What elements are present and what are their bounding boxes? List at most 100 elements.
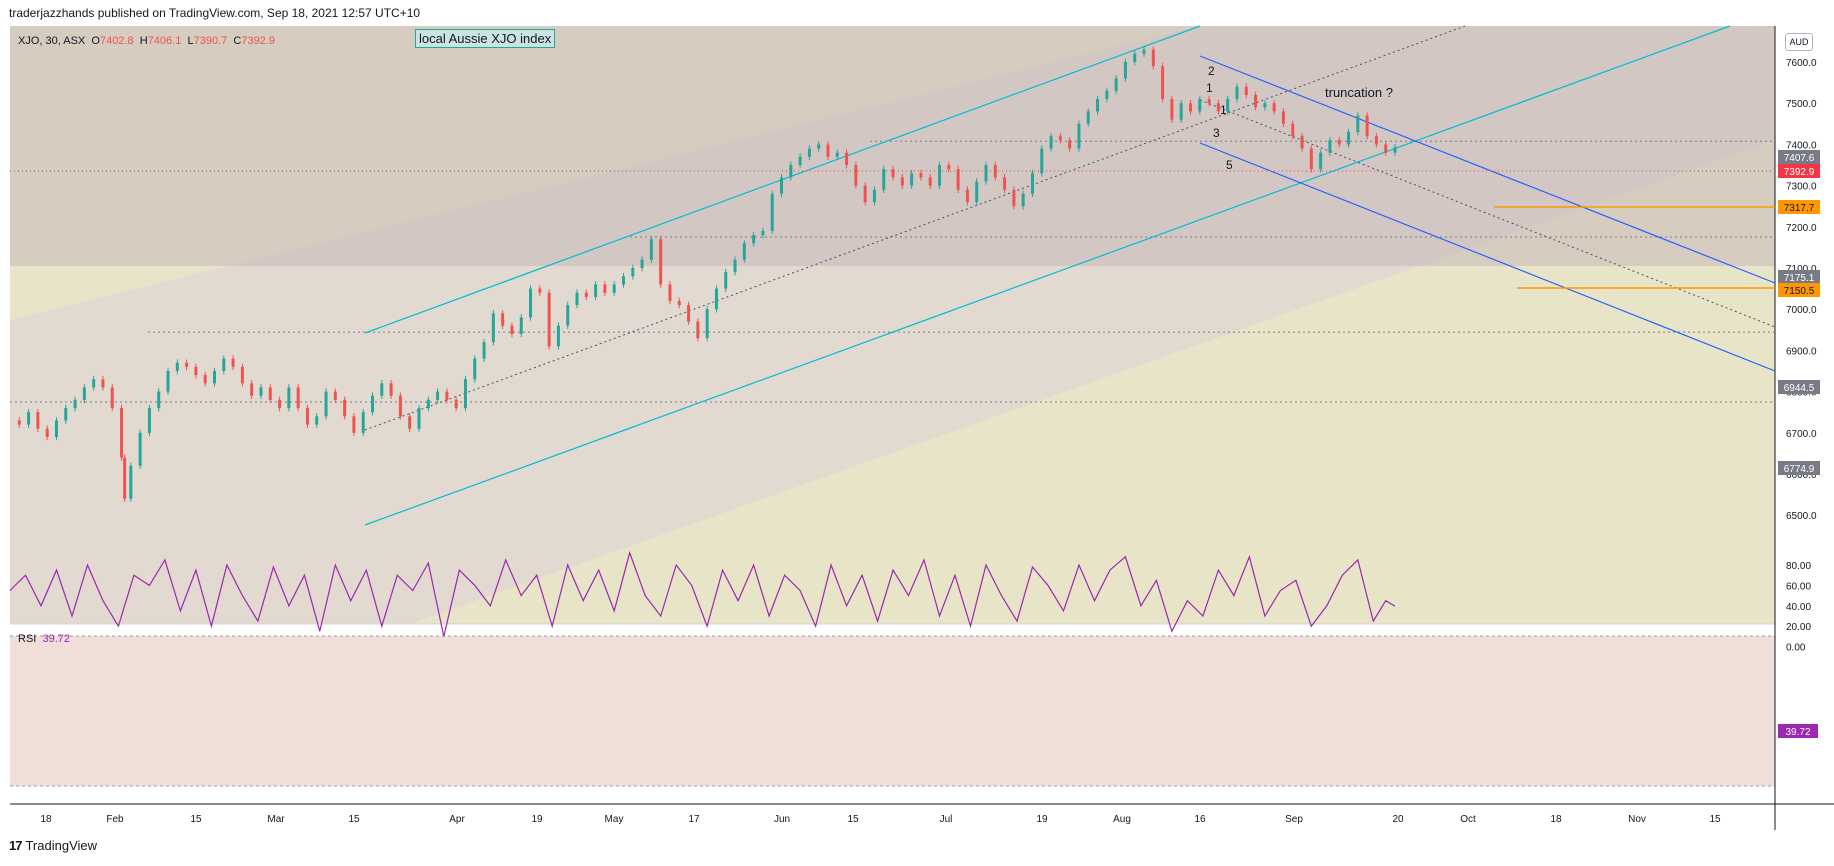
open-label: O — [91, 35, 100, 47]
candle-body — [268, 387, 272, 400]
wave-label-2: 2 — [1208, 64, 1215, 78]
candle-body — [380, 383, 384, 396]
y-tick-label: 7300.0 — [1786, 182, 1817, 193]
candle-body — [64, 408, 68, 421]
candle-body — [817, 144, 821, 149]
x-tick-label: Nov — [1628, 814, 1646, 825]
candle-body — [993, 165, 997, 178]
candle-body — [296, 387, 300, 409]
candle-body — [1105, 90, 1109, 100]
candle-body — [529, 288, 533, 318]
candle-body — [166, 371, 170, 392]
candle-body — [1309, 148, 1313, 170]
wave-label-3: 3 — [1213, 126, 1220, 140]
x-tick-label: 15 — [847, 814, 859, 825]
candle-body — [1012, 189, 1016, 207]
candle-body — [398, 395, 402, 417]
candle-body — [780, 177, 784, 194]
candle-body — [984, 165, 988, 182]
candle-body — [919, 173, 923, 178]
truncation-annotation[interactable]: truncation ? — [1325, 85, 1393, 100]
candle-body — [900, 177, 904, 186]
wave-label-5: 5 — [1226, 158, 1233, 172]
candle-body — [882, 169, 886, 190]
price-tag — [1778, 283, 1820, 297]
candle-body — [659, 239, 663, 285]
candle-body — [575, 292, 579, 306]
candle-body — [1319, 152, 1323, 170]
price-tag-text: 7175.1 — [1784, 273, 1815, 284]
candle-body — [73, 399, 77, 409]
index-annotation[interactable]: local Aussie XJO index — [415, 29, 556, 48]
candle-body — [835, 152, 839, 157]
y-tick-label: 6700.0 — [1786, 429, 1817, 440]
candle-body — [185, 362, 189, 367]
horizontal-levels — [10, 140, 1775, 403]
candle-body — [147, 408, 151, 433]
candle-body — [1179, 103, 1183, 120]
candle-body — [120, 408, 124, 458]
y-tick-label: 6500.0 — [1786, 511, 1817, 522]
close-label: C — [233, 35, 242, 47]
candle-body — [1077, 123, 1081, 149]
candle-body — [1114, 78, 1118, 91]
rsi-value-tag — [1778, 724, 1818, 738]
candle-body — [594, 284, 598, 297]
x-tick-label: 16 — [1194, 814, 1206, 825]
channel-lower-line — [364, 25, 1731, 526]
candle-body — [1170, 99, 1174, 120]
tradingview-logo-icon: 17 — [9, 838, 23, 853]
candle-body — [687, 305, 691, 322]
publish-header: traderjazzhands published on TradingView… — [9, 6, 421, 20]
candle-body — [54, 420, 58, 437]
candle-body — [287, 387, 291, 409]
x-tick-label: Jun — [774, 814, 790, 825]
candle-body — [752, 235, 756, 244]
candle-body — [45, 428, 49, 437]
candle-body — [157, 391, 161, 409]
candle-body — [1244, 86, 1248, 95]
footer-brand[interactable]: 17 TradingView — [9, 838, 97, 853]
currency-button[interactable]: AUD — [1785, 33, 1813, 51]
y-tick-label: 7500.0 — [1786, 99, 1817, 110]
candle-body — [1207, 99, 1211, 104]
candle-body — [1133, 53, 1137, 62]
candle-body — [1086, 111, 1090, 124]
candle-body — [975, 181, 979, 203]
x-tick-label: 15 — [348, 814, 360, 825]
candle-body — [1142, 49, 1146, 54]
candle-body — [17, 420, 21, 425]
candle-body — [965, 189, 969, 203]
candle-body — [343, 399, 347, 417]
candle-body — [621, 276, 625, 285]
candle-body — [1291, 123, 1295, 137]
candle-body — [668, 284, 672, 301]
candle-body — [1300, 136, 1304, 149]
y-tick-label: 7600.0 — [1786, 58, 1817, 69]
candle-body — [761, 230, 765, 236]
price-tag — [1778, 200, 1820, 214]
candle-body — [101, 379, 105, 388]
candle-body — [305, 408, 309, 425]
candle-body — [1058, 136, 1062, 141]
candle-body — [1003, 177, 1007, 190]
candle-body — [938, 165, 942, 186]
candle-body — [278, 399, 282, 409]
candle-body — [240, 366, 244, 384]
candle-body — [463, 379, 467, 409]
rsi-tick-label: 20.00 — [1786, 622, 1811, 633]
x-tick-label: 15 — [190, 814, 202, 825]
candle-body — [352, 416, 356, 433]
candle-body — [724, 272, 728, 289]
candle-body — [231, 358, 235, 367]
rsi-axis-ticks: 80.00 60.00 40.00 20.00 0.00 — [1786, 561, 1811, 654]
rsi-tick-label: 40.00 — [1786, 602, 1811, 613]
x-tick-label: Aug — [1113, 814, 1131, 825]
y-tick-label: 7000.0 — [1786, 305, 1817, 316]
candle-body — [1040, 148, 1044, 174]
x-tick-label: 20 — [1392, 814, 1404, 825]
candle-body — [501, 313, 505, 326]
candle-body — [547, 292, 551, 347]
candle-body — [82, 387, 86, 400]
